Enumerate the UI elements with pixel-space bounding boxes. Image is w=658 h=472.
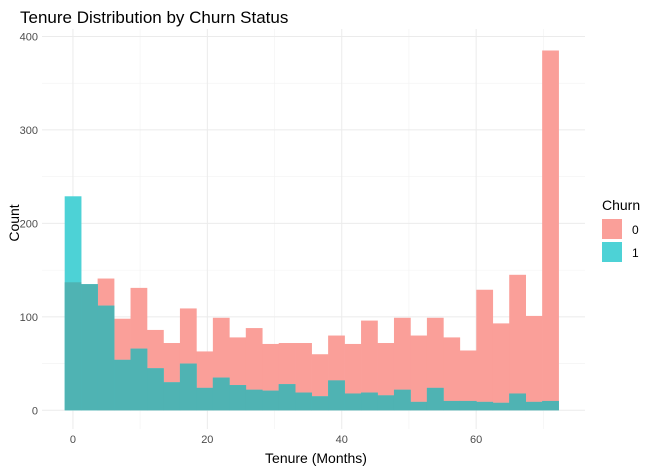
- series-0-bars: [97, 50, 559, 411]
- bar-churn-0: [377, 343, 395, 411]
- y-tick-label: 200: [20, 218, 38, 230]
- legend: Churn 0 1: [602, 197, 640, 262]
- bar-overlap: [410, 401, 428, 411]
- legend-title: Churn: [602, 197, 640, 213]
- bar-overlap: [476, 401, 494, 411]
- bar-churn-0: [492, 323, 510, 411]
- bar-overlap: [262, 390, 280, 411]
- bar-overlap: [426, 387, 444, 411]
- bar-overlap: [393, 389, 411, 411]
- y-tick-label: 300: [20, 125, 38, 137]
- chart-title: Tenure Distribution by Churn Status: [20, 8, 288, 27]
- bar-overlap: [212, 377, 230, 411]
- bar-overlap: [377, 395, 395, 411]
- y-tick-label: 400: [20, 31, 38, 43]
- bar-overlap: [196, 387, 214, 411]
- bar-overlap: [443, 400, 461, 411]
- y-tick-label: 0: [32, 405, 38, 417]
- legend-key-1: [602, 242, 622, 262]
- bar-overlap: [361, 392, 378, 411]
- x-tick-labels: 0 20 40 60: [70, 434, 482, 446]
- bar-churn-0: [459, 350, 477, 411]
- bar-churn-0: [525, 315, 543, 411]
- bar-churn-0: [443, 337, 461, 411]
- bar-overlap: [542, 400, 559, 411]
- bar-overlap: [97, 305, 115, 411]
- bar-overlap: [130, 348, 148, 411]
- bar-overlap: [114, 359, 131, 411]
- bar-overlap: [229, 385, 247, 411]
- bar-churn-0: [476, 289, 494, 411]
- bar-overlap: [179, 363, 197, 411]
- legend-label-0: 0: [632, 223, 639, 237]
- bar-churn-0: [410, 335, 428, 411]
- bar-overlap: [295, 392, 312, 411]
- x-tick-label: 60: [470, 434, 482, 446]
- legend-label-1: 1: [632, 246, 639, 260]
- bar-overlap: [311, 396, 329, 411]
- bar-overlap: [163, 382, 181, 411]
- x-tick-label: 40: [336, 434, 348, 446]
- bar-overlap: [278, 384, 296, 411]
- y-axis-title: Count: [6, 204, 22, 241]
- legend-key-0: [602, 219, 622, 239]
- x-tick-label: 0: [70, 434, 76, 446]
- bar-churn-0: [509, 274, 526, 411]
- overlap-bars: [64, 282, 559, 411]
- y-tick-labels: 0 100 200 300 400: [20, 31, 38, 417]
- bar-overlap: [147, 368, 164, 411]
- bar-overlap: [492, 402, 510, 411]
- bar-overlap: [525, 401, 543, 411]
- bar-overlap: [509, 393, 526, 411]
- x-tick-label: 20: [201, 434, 213, 446]
- bar-churn-0: [361, 320, 378, 411]
- x-axis-title: Tenure (Months): [265, 450, 367, 466]
- bar-overlap: [64, 282, 82, 411]
- bar-overlap: [245, 389, 263, 411]
- bar-overlap: [328, 380, 345, 411]
- bar-churn-0: [426, 317, 444, 411]
- y-tick-label: 100: [20, 312, 38, 324]
- bar-overlap: [344, 393, 362, 411]
- bar-overlap: [81, 284, 98, 411]
- bar-churn-0: [542, 50, 559, 411]
- bar-overlap: [459, 400, 477, 411]
- bar-churn-0: [393, 317, 411, 411]
